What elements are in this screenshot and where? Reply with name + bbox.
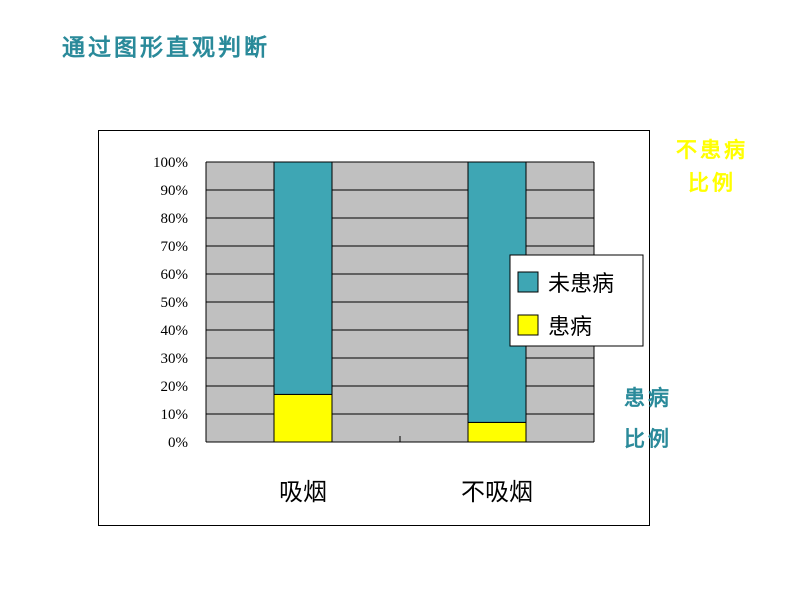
healthy-ratio-note-line1: 不患病 (676, 138, 748, 162)
sick-ratio-note: 患病 比例 (624, 378, 672, 460)
chart-svg: 0% 10% 20% 30% 40% 50% 60% 70% 80% 90% 100% 吸烟 不吸烟 未患… (153, 155, 644, 506)
bar-segment (273, 161, 333, 395)
legend-label: 未患病 (548, 272, 614, 297)
sick-ratio-note-line1: 患病 (624, 386, 672, 410)
legend-box (509, 254, 644, 347)
y-tick-label: 20% (161, 379, 189, 395)
y-tick-label: 80% (161, 211, 189, 227)
y-tick-label: 10% (161, 407, 189, 423)
y-tick-label: 30% (161, 351, 189, 367)
slide-title: 通过图形直观判断 (62, 35, 270, 61)
healthy-ratio-note: 不患病 比例 (676, 134, 748, 199)
y-tick-label: 100% (153, 155, 188, 171)
legend-swatch (517, 314, 539, 336)
x-category-label: 吸烟 (279, 478, 327, 506)
y-tick-label: 0% (168, 435, 188, 451)
y-tick-label: 40% (161, 323, 189, 339)
bar-segment (273, 393, 333, 443)
legend-swatch (517, 271, 539, 293)
x-category-label: 不吸烟 (461, 478, 533, 506)
y-tick-label: 60% (161, 267, 189, 283)
healthy-ratio-note-line2: 比例 (688, 170, 736, 195)
bar-segment (467, 421, 527, 443)
y-tick-label: 90% (161, 183, 189, 199)
y-tick-label: 70% (161, 239, 189, 255)
sick-ratio-note-line2: 比例 (624, 426, 672, 451)
y-tick-label: 50% (161, 295, 189, 311)
legend-label: 患病 (548, 315, 592, 340)
chart-frame: 0% 10% 20% 30% 40% 50% 60% 70% 80% 90% 100% 吸烟 不吸烟 未患… (98, 130, 650, 526)
